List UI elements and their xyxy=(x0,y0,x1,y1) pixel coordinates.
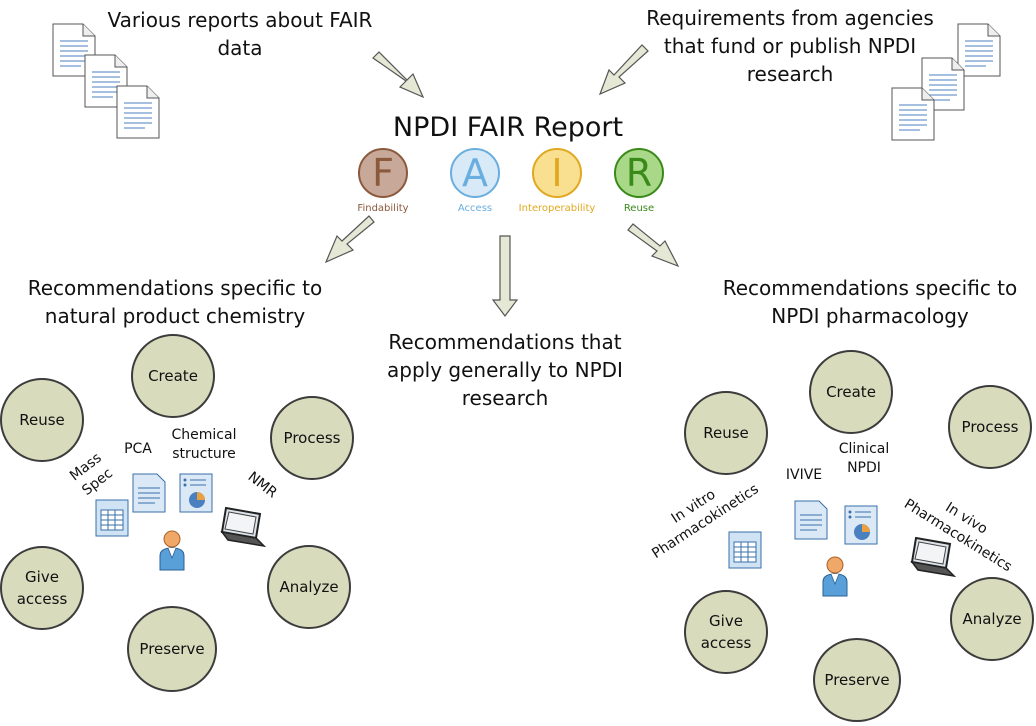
arrow-agencies-to-report xyxy=(598,44,649,96)
left-analyze-node: Analyze xyxy=(267,545,351,629)
arrow-report-to-pharmacology xyxy=(627,223,680,268)
arrow-report-to-chemistry xyxy=(324,215,375,264)
person-icon xyxy=(159,530,185,571)
document-icon xyxy=(132,473,166,513)
right-heading: Recommendations specific to NPDI pharmac… xyxy=(722,276,1018,328)
reuse-icon: R xyxy=(614,148,664,198)
findability-label: Findability xyxy=(357,203,409,214)
left-preserve-node: Preserve xyxy=(127,606,217,692)
right-give-access-node: Give access xyxy=(684,590,768,674)
interoperability-label: Interoperability xyxy=(518,203,596,214)
center-heading: Recommendations that apply generally to … xyxy=(387,330,623,410)
left-process-node: Process xyxy=(270,396,354,480)
arrow-reports-to-report xyxy=(372,51,425,99)
chemical-structure-label: Chemical structure xyxy=(171,427,237,462)
left-give-access-node: Give access xyxy=(0,546,84,630)
clinical-npdi-label: Clinical NPDI xyxy=(838,441,890,476)
arrow-report-to-general xyxy=(491,235,519,317)
top-right-text: Requirements from agencies that fund or … xyxy=(646,6,934,86)
right-reuse-node: Reuse xyxy=(684,391,768,475)
access-icon: A xyxy=(450,148,500,198)
right-analyze-node: Analyze xyxy=(950,577,1034,661)
interoperability-icon: I xyxy=(532,148,582,198)
top-left-text: Various reports about FAIR data xyxy=(107,8,373,60)
document-icon xyxy=(794,500,828,540)
chart-document-icon xyxy=(844,505,878,545)
chart-document-icon xyxy=(179,473,213,513)
reuse-label: Reuse xyxy=(623,203,655,214)
right-process-node: Process xyxy=(948,385,1032,469)
left-heading: Recommendations specific to natural prod… xyxy=(27,276,323,328)
right-create-node: Create xyxy=(809,350,893,434)
left-create-node: Create xyxy=(131,334,215,418)
spreadsheet-icon xyxy=(95,499,129,537)
page-title: NPDI FAIR Report xyxy=(392,112,624,143)
pca-label: PCA xyxy=(124,441,152,457)
access-label: Access xyxy=(457,203,493,214)
right-preserve-node: Preserve xyxy=(813,638,901,722)
person-icon xyxy=(822,556,848,597)
laptop-icon xyxy=(911,537,955,577)
left-reuse-node: Reuse xyxy=(0,378,84,462)
laptop-icon xyxy=(221,507,265,547)
ivive-label: IVIVE xyxy=(785,467,823,483)
spreadsheet-icon xyxy=(728,531,762,569)
findability-icon: F xyxy=(358,148,408,198)
